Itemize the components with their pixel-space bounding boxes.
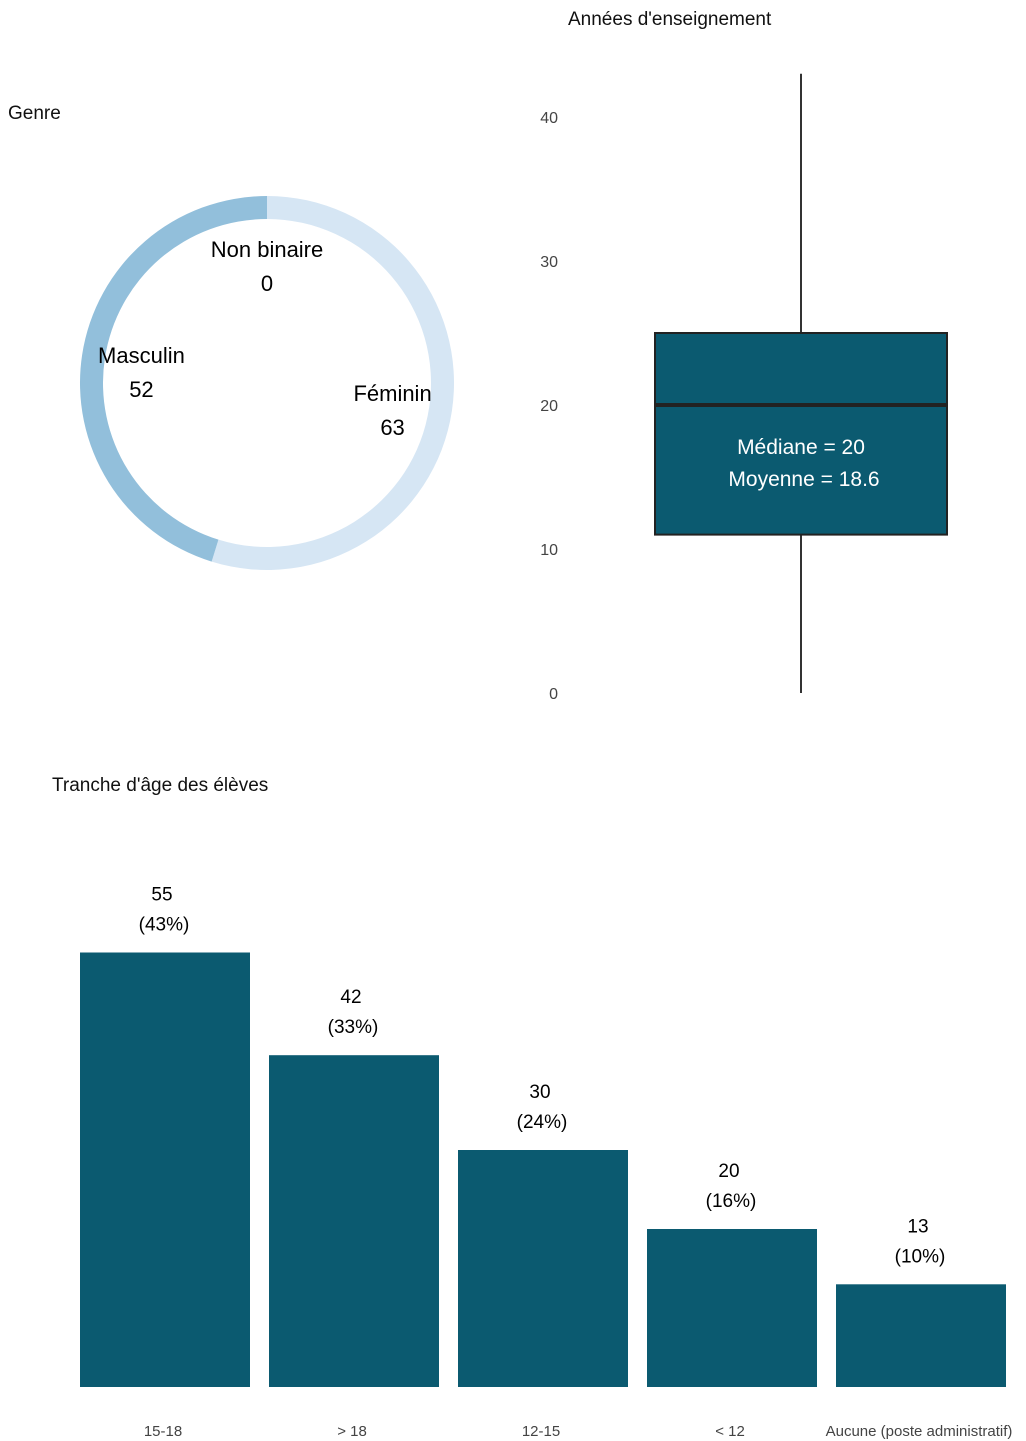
slice-masculin	[80, 196, 267, 562]
bar-percent-label: (33%)	[328, 1017, 379, 1038]
slice-value-non-binaire: 0	[261, 271, 273, 296]
bar-aucune-poste-administratif	[836, 1284, 1006, 1387]
y-tick-10: 10	[540, 542, 558, 559]
bar-series: 55 (43%) 15-18 42 (33%) > 18 30 (24%) 12-15 20 (16…	[80, 885, 1013, 1440]
annees-title: Années d'enseignement	[568, 9, 772, 30]
slice-value-masculin: 52	[129, 377, 153, 402]
mean-label: Moyenne = 18.6	[728, 468, 879, 491]
x-tick-15-18: 15-18	[144, 1423, 182, 1440]
annees-panel: Années d'enseignement 0 10 20 30 40 Médiane …	[540, 9, 948, 703]
bar-percent-label: (16%)	[706, 1191, 757, 1212]
tranche-panel: Tranche d'âge des élèves 55 (43%) 15-18 42 (…	[52, 775, 1012, 1440]
x-tick-12-15: 12-15	[522, 1423, 560, 1440]
bar-value-label: 13	[907, 1216, 928, 1237]
y-tick-20: 20	[540, 398, 558, 415]
bar-18	[269, 1055, 439, 1387]
bar-percent-label: (43%)	[139, 915, 190, 936]
genre-panel: Genre Non binaire 0 Féminin 63 Masculin 52	[8, 103, 455, 570]
slice-label-masculin: Masculin	[98, 343, 185, 368]
box-plot	[654, 73, 948, 693]
iqr-box	[654, 332, 948, 536]
bar-12	[647, 1229, 817, 1387]
x-tick-12: < 12	[715, 1423, 745, 1440]
y-tick-30: 30	[540, 254, 558, 271]
median-label: Médiane = 20	[737, 436, 865, 459]
y-tick-40: 40	[540, 110, 558, 127]
x-tick-aucune-poste-administratif: Aucune (poste administratif)	[826, 1423, 1013, 1440]
bar-value-label: 55	[151, 885, 172, 906]
donut-labels: Non binaire 0 Féminin 63 Masculin 52	[98, 237, 432, 440]
bar-12-15	[458, 1150, 628, 1387]
y-tick-0: 0	[549, 686, 558, 703]
bar-percent-label: (10%)	[895, 1246, 946, 1267]
bar-value-label: 20	[718, 1161, 739, 1182]
box-y-axis: 0 10 20 30 40	[540, 110, 558, 703]
x-tick-18: > 18	[337, 1423, 367, 1440]
genre-title: Genre	[8, 103, 61, 124]
slice-value-feminin: 63	[380, 415, 404, 440]
bar-15-18	[80, 952, 250, 1387]
tranche-title: Tranche d'âge des élèves	[52, 775, 268, 796]
bar-percent-label: (24%)	[517, 1112, 568, 1133]
bar-value-label: 42	[340, 987, 361, 1008]
donut-slices	[80, 196, 455, 570]
bar-value-label: 30	[529, 1082, 550, 1103]
slice-label-feminin: Féminin	[353, 381, 431, 406]
slice-label-non-binaire: Non binaire	[211, 237, 324, 262]
